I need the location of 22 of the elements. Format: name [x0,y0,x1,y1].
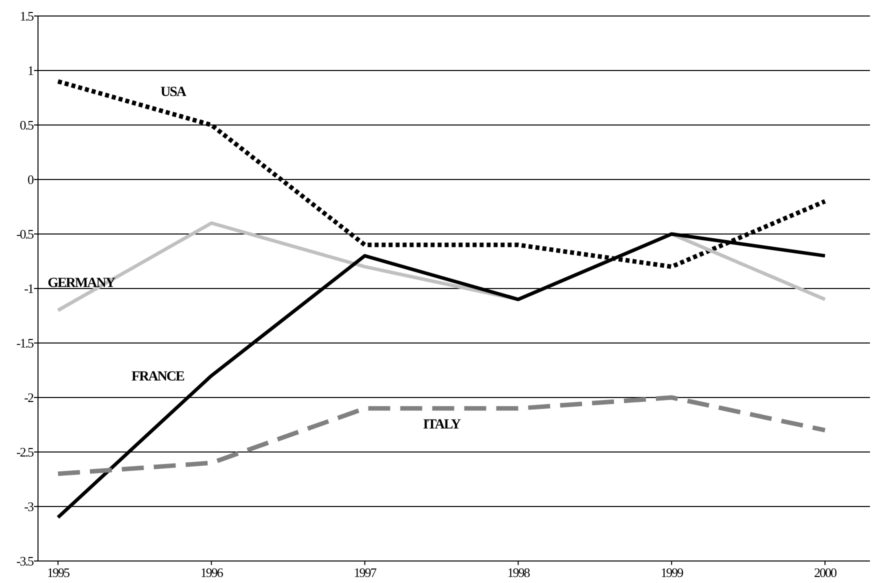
x-tick-label: 1995 [47,565,70,580]
y-tick-label: 0.5 [20,118,34,133]
y-tick-label: -3.5 [16,554,34,569]
y-tick-label: 0 [28,172,34,188]
series-label: USA [160,85,188,100]
y-tick-label: -2.5 [16,444,34,460]
y-tick-label: -2 [24,390,34,406]
y-tick-label: -0.5 [16,226,34,242]
y-tick-label: -1 [24,281,34,296]
line-series [56,395,828,476]
y-tick-label: 1.5 [20,8,34,24]
series-label: FRANCE [132,369,185,384]
y-tick-label: 1 [28,63,34,78]
x-tick-label: 1997 [354,565,378,580]
y-tick-label: -3 [24,499,34,514]
x-tick-label: 1996 [200,565,224,580]
x-tick-label: 1998 [507,565,530,580]
series-label: GERMANY [48,276,116,292]
y-tick-label: -1.5 [16,336,34,351]
x-tick-label: 1999 [660,565,684,580]
series-label: ITALY [422,417,461,432]
x-tick-label: 2000 [814,565,836,580]
